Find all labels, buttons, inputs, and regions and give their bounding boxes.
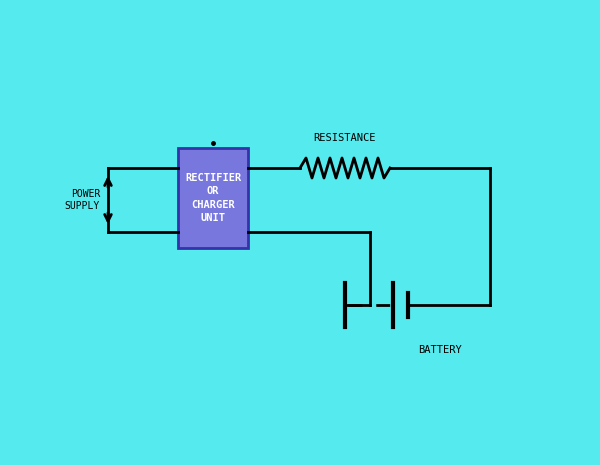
Text: POWER
SUPPLY: POWER SUPPLY	[65, 189, 100, 211]
Text: RECTIFIER
OR
CHARGER
UNIT: RECTIFIER OR CHARGER UNIT	[185, 173, 241, 223]
Bar	[178, 148, 248, 248]
Text: RESISTANCE: RESISTANCE	[314, 133, 376, 143]
Text: BATTERY: BATTERY	[418, 345, 462, 355]
